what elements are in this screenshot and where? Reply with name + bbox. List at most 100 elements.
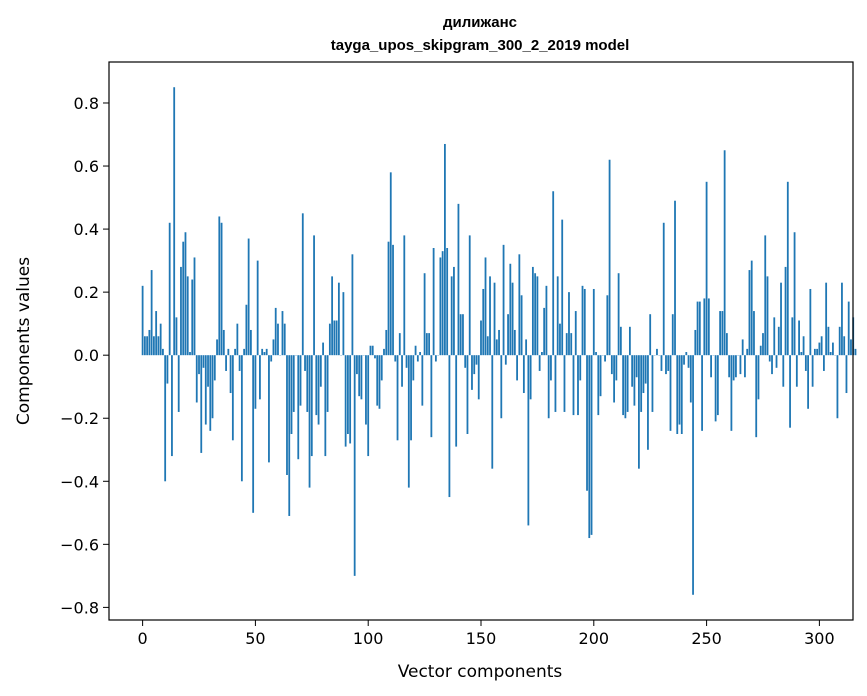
bar-211: [617, 273, 620, 356]
bar-308: [836, 355, 839, 419]
bar-212: [619, 326, 622, 356]
bar-265: [739, 355, 742, 375]
bar-42: [236, 323, 239, 356]
bar-156: [493, 282, 496, 356]
x-tick-label: 300: [804, 629, 835, 648]
bar-32: [213, 355, 216, 381]
bar-237: [676, 355, 679, 434]
bar-209: [613, 355, 615, 403]
bar-167: [518, 254, 521, 356]
bar-73: [306, 355, 309, 412]
bar-115: [401, 355, 403, 387]
bar-260: [728, 355, 731, 378]
bar-85: [333, 320, 336, 356]
bar-7: [157, 336, 160, 356]
bar-133: [441, 251, 444, 356]
bar-139: [455, 355, 458, 447]
bar-254: [714, 355, 717, 422]
bar-302: [823, 355, 825, 371]
bar-169: [522, 355, 525, 394]
bar-39: [229, 355, 232, 394]
bar-25: [198, 355, 200, 375]
bar-145: [468, 235, 471, 356]
bar-80: [322, 342, 324, 356]
bar-107: [383, 348, 385, 356]
bar-255: [716, 355, 719, 416]
bar-41: [234, 348, 236, 356]
bar-90: [344, 355, 347, 447]
bar-195: [581, 285, 584, 356]
bar-234: [669, 355, 672, 431]
bar-103: [374, 355, 376, 359]
bar-206: [606, 295, 609, 356]
bar-66: [290, 355, 293, 434]
bar-71: [301, 213, 304, 356]
bars-group: [141, 87, 857, 595]
bar-74: [308, 355, 311, 488]
x-tick-label: 200: [579, 629, 610, 648]
bar-202: [597, 355, 600, 416]
bar-119: [410, 355, 412, 441]
bar-279: [771, 355, 773, 375]
bar-46: [245, 304, 248, 356]
bar-310: [841, 282, 843, 356]
bar-306: [832, 342, 834, 356]
bar-12: [168, 222, 171, 356]
bar-216: [628, 326, 631, 356]
bar-225: [649, 314, 652, 356]
bar-257: [721, 311, 724, 356]
bar-121: [414, 345, 417, 356]
bar-64: [286, 355, 288, 475]
bar-190: [570, 333, 573, 356]
bar-2: [146, 336, 149, 356]
bar-94: [353, 355, 356, 576]
bar-236: [674, 200, 676, 356]
bar-301: [820, 336, 823, 356]
bar-261: [730, 355, 733, 431]
bar-37: [225, 355, 227, 371]
bar-26: [200, 355, 203, 453]
bar-172: [529, 355, 532, 400]
bar-309: [838, 326, 841, 356]
bar-86: [335, 320, 338, 356]
bar-191: [572, 355, 575, 416]
bar-281: [775, 355, 778, 368]
bar-113: [396, 355, 399, 441]
bar-69: [297, 355, 300, 460]
bar-18: [182, 241, 185, 356]
bar-183: [554, 355, 557, 412]
bar-175: [536, 276, 539, 356]
bar-148: [475, 355, 478, 365]
ticks-group: 0 50 100 150 200 250 300 −0.8 −0.6 −0.4 −0.2 0.0 0.2…: [60, 94, 835, 648]
bar-249: [703, 298, 706, 356]
x-tick-label: 250: [691, 629, 722, 648]
bar-130: [434, 355, 437, 362]
bar-28: [204, 355, 207, 425]
bar-20: [186, 276, 189, 356]
bar-176: [538, 355, 541, 371]
bar-147: [473, 355, 476, 375]
bar-136: [448, 355, 451, 498]
y-tick-label: −0.4: [60, 472, 99, 491]
bar-235: [671, 314, 674, 356]
bar-78: [317, 355, 320, 425]
bar-159: [500, 355, 503, 419]
bar-65: [288, 355, 291, 516]
bar-269: [748, 270, 751, 356]
bar-291: [798, 320, 800, 356]
bar-262: [732, 355, 735, 381]
bar-201: [595, 352, 597, 356]
bar-268: [746, 348, 749, 356]
bar-104: [376, 355, 379, 406]
bar-55: [265, 348, 268, 356]
bar-217: [631, 355, 634, 387]
bar-118: [407, 355, 410, 488]
bar-31: [211, 355, 214, 419]
bar-110: [389, 172, 392, 356]
bar-189: [568, 292, 570, 356]
bar-106: [380, 355, 383, 381]
bar-198: [588, 355, 591, 539]
bar-82: [326, 355, 329, 412]
bar-178: [543, 307, 546, 356]
bar-214: [624, 355, 627, 419]
